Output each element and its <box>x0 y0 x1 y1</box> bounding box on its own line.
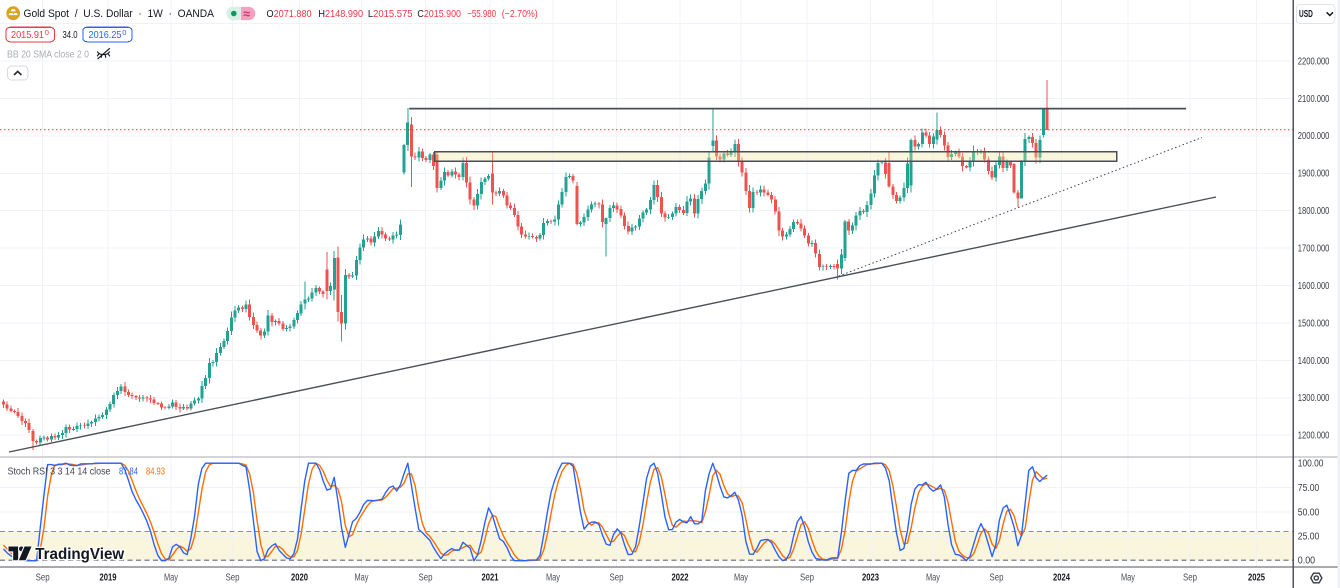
svg-text:2019: 2019 <box>100 573 117 584</box>
svg-text:1300.000: 1300.000 <box>1298 393 1330 404</box>
svg-text:1600.000: 1600.000 <box>1298 281 1330 292</box>
svg-text:May: May <box>546 573 560 584</box>
svg-text:May: May <box>1121 573 1135 584</box>
svg-text:Stoch RSI 3 3 14 14 close: Stoch RSI 3 3 14 14 close <box>8 467 111 478</box>
svg-text:Gold Spot / U.S. Dollar ·: Gold Spot / U.S. Dollar · 1W · OANDA <box>24 8 215 20</box>
svg-text:May: May <box>164 573 178 584</box>
svg-text:2016.25: 2016.25 <box>89 30 122 41</box>
svg-text:1800.000: 1800.000 <box>1298 206 1330 217</box>
svg-text:(−2.70%): (−2.70%) <box>502 9 538 20</box>
svg-text:Sep: Sep <box>419 573 433 584</box>
svg-text:2023: 2023 <box>862 573 879 584</box>
svg-text:2015.91: 2015.91 <box>11 30 44 41</box>
svg-text:H2148.990: H2148.990 <box>318 9 363 20</box>
svg-text:75.00: 75.00 <box>1298 483 1320 494</box>
svg-text:Sep: Sep <box>226 573 240 584</box>
svg-text:Sep: Sep <box>610 573 624 584</box>
svg-text:2024: 2024 <box>1053 573 1070 584</box>
svg-text:1700.000: 1700.000 <box>1298 244 1330 255</box>
svg-text:L2015.575: L2015.575 <box>368 9 413 20</box>
svg-text:TradingView: TradingView <box>35 546 125 563</box>
svg-text:25.00: 25.00 <box>1298 532 1320 543</box>
svg-text:34.0: 34.0 <box>63 30 78 41</box>
svg-text:Sep: Sep <box>1183 573 1197 584</box>
svg-text:May: May <box>734 573 748 584</box>
svg-text:Sep: Sep <box>36 573 50 584</box>
svg-text:USD: USD <box>1299 9 1313 20</box>
svg-text:2022: 2022 <box>672 573 689 584</box>
svg-text:100.00: 100.00 <box>1298 459 1324 470</box>
svg-text:2021: 2021 <box>482 573 499 584</box>
svg-text:1400.000: 1400.000 <box>1298 356 1330 367</box>
svg-text:1900.000: 1900.000 <box>1298 169 1330 180</box>
svg-text:≈: ≈ <box>243 7 250 21</box>
svg-text:2100.000: 2100.000 <box>1298 94 1330 105</box>
svg-text:May: May <box>926 573 940 584</box>
svg-text:Sep: Sep <box>990 573 1004 584</box>
svg-text:1200.000: 1200.000 <box>1298 431 1330 442</box>
svg-text:0.00: 0.00 <box>1298 556 1316 567</box>
svg-text:2025: 2025 <box>1248 573 1265 584</box>
svg-text:−55.980: −55.980 <box>467 9 496 20</box>
svg-text:84.93: 84.93 <box>146 467 165 478</box>
svg-text:0: 0 <box>122 28 126 37</box>
svg-text:2000.000: 2000.000 <box>1298 131 1330 142</box>
svg-text:2200.000: 2200.000 <box>1298 56 1330 67</box>
svg-text:May: May <box>355 573 369 584</box>
svg-text:1500.000: 1500.000 <box>1298 318 1330 329</box>
svg-text:C2015.900: C2015.900 <box>417 9 461 20</box>
svg-text:50.00: 50.00 <box>1298 507 1320 518</box>
svg-text:BB 20 SMA close 2 0: BB 20 SMA close 2 0 <box>7 50 89 61</box>
svg-text:87.84: 87.84 <box>119 467 138 478</box>
svg-text:0: 0 <box>45 28 49 37</box>
svg-text:O2071.880: O2071.880 <box>267 9 312 20</box>
svg-text:Sep: Sep <box>800 573 814 584</box>
svg-text:2020: 2020 <box>291 573 308 584</box>
